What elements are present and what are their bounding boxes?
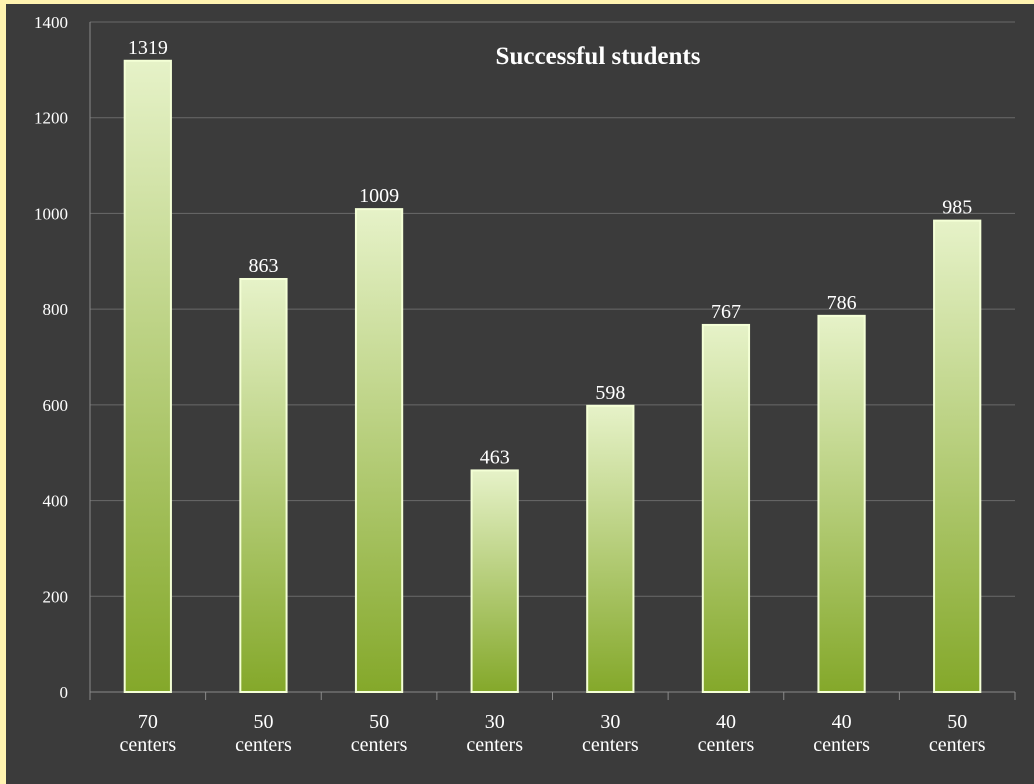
x-tick-label: 50 [369, 711, 389, 733]
y-tick-label: 800 [43, 300, 69, 319]
data-label: 985 [942, 197, 972, 219]
bar [701, 323, 751, 693]
data-label: 1009 [359, 185, 399, 207]
data-label: 598 [595, 382, 625, 404]
x-tick-label: centers [351, 734, 408, 756]
data-label: 786 [827, 292, 857, 314]
y-tick-label: 1400 [34, 13, 68, 32]
y-tick-label: 200 [43, 587, 69, 606]
x-tick-label: centers [813, 734, 870, 756]
bar [239, 277, 288, 693]
x-tick-label: 50 [947, 711, 967, 733]
x-tick-label: centers [582, 734, 639, 756]
bar [470, 469, 519, 693]
data-label: 767 [711, 301, 741, 323]
x-tick-label: centers [466, 734, 523, 756]
y-tick-label: 600 [43, 396, 69, 415]
y-axis-ticks: 0 200 400 600 800 1000 1200 1400 [34, 13, 68, 702]
bar [933, 219, 982, 693]
bar [123, 59, 172, 694]
x-tick-label: centers [119, 734, 176, 756]
y-tick-label: 0 [60, 683, 69, 702]
x-axis-ticks: 70centers50centers50centers30centers30ce… [119, 711, 985, 756]
x-tick-label: 30 [600, 711, 620, 733]
y-tick-label: 400 [43, 492, 69, 511]
bars [123, 59, 982, 694]
y-tick-label: 1200 [34, 109, 68, 128]
data-label: 1319 [128, 37, 168, 59]
data-label: 863 [248, 255, 278, 277]
y-tick-label: 1000 [34, 204, 68, 223]
x-tick-label: 40 [832, 711, 852, 733]
x-tick-label: 40 [716, 711, 736, 733]
x-tick-label: 30 [485, 711, 505, 733]
x-tick-label: 50 [253, 711, 273, 733]
x-tick-label: centers [235, 734, 292, 756]
data-label: 463 [480, 446, 510, 468]
x-tick-label: centers [698, 734, 755, 756]
data-labels: 1319 863 1009 463 598 767 786 985 [128, 37, 972, 469]
bar [354, 208, 404, 693]
bar [817, 314, 866, 693]
x-tick-label: 70 [138, 711, 158, 733]
bar [586, 404, 635, 693]
x-tick-label: centers [929, 734, 986, 756]
chart-title: Successful students [496, 43, 701, 70]
